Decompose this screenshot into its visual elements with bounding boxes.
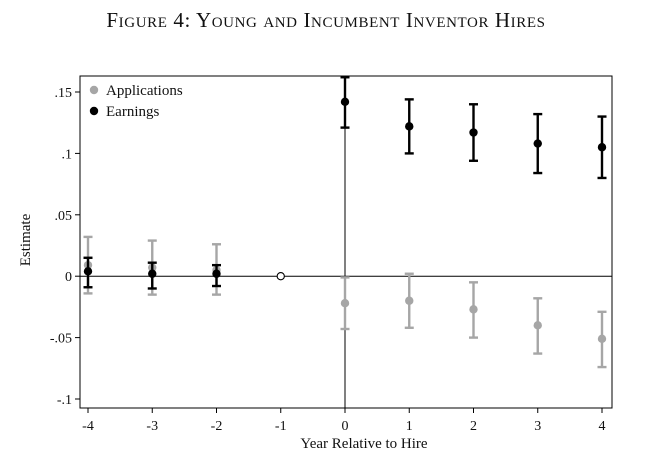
data-point [597,334,607,344]
x-tick-label: 2 [470,419,477,434]
x-tick-label: 4 [599,419,606,434]
y-tick-label: -.05 [50,332,72,347]
x-tick-label: 3 [534,419,541,434]
legend-label-applications: Applications [106,83,183,99]
x-tick-label: 1 [406,419,413,434]
series-layer [83,76,607,369]
x-tick-label: 0 [342,419,349,434]
axes: -.1 -.05 0 .05 .1 .15 -4 -3 -2 -1 0 1 2 3 4 [50,75,613,434]
reference-point-hollow [276,272,285,281]
data-point [597,143,607,152]
chart-title: Figure 4: Young and Incumbent Inventor H… [106,8,546,32]
data-point [83,267,93,276]
data-point [469,305,478,314]
data-point [533,321,542,330]
legend-marker-applications [89,85,99,95]
data-point [533,139,542,148]
x-axis-label: Year Relative to Hire [300,436,428,452]
reference-lines [80,76,612,408]
legend-label-earnings: Earnings [106,104,159,120]
legend: Applications Earnings [89,83,183,120]
data-point [405,296,414,305]
y-tick-label: -.1 [57,393,72,408]
y-tick-label: .15 [55,86,73,101]
data-point [212,269,221,278]
legend-marker-earnings [89,106,99,116]
series-earnings [83,76,607,290]
x-tick-label: -1 [275,419,287,434]
data-point [469,128,478,137]
plot-frame [79,75,613,409]
data-point [340,97,350,107]
x-tick-label: -3 [146,419,158,434]
x-tick-label: -2 [211,419,223,434]
y-tick-label: .1 [62,147,73,162]
y-axis-label: Estimate [18,213,34,266]
x-tick-label: -4 [82,419,94,434]
data-point [340,299,350,308]
data-point [148,269,157,278]
y-tick-label: 0 [65,270,72,285]
data-point [405,122,414,131]
y-tick-label: .05 [55,209,73,224]
